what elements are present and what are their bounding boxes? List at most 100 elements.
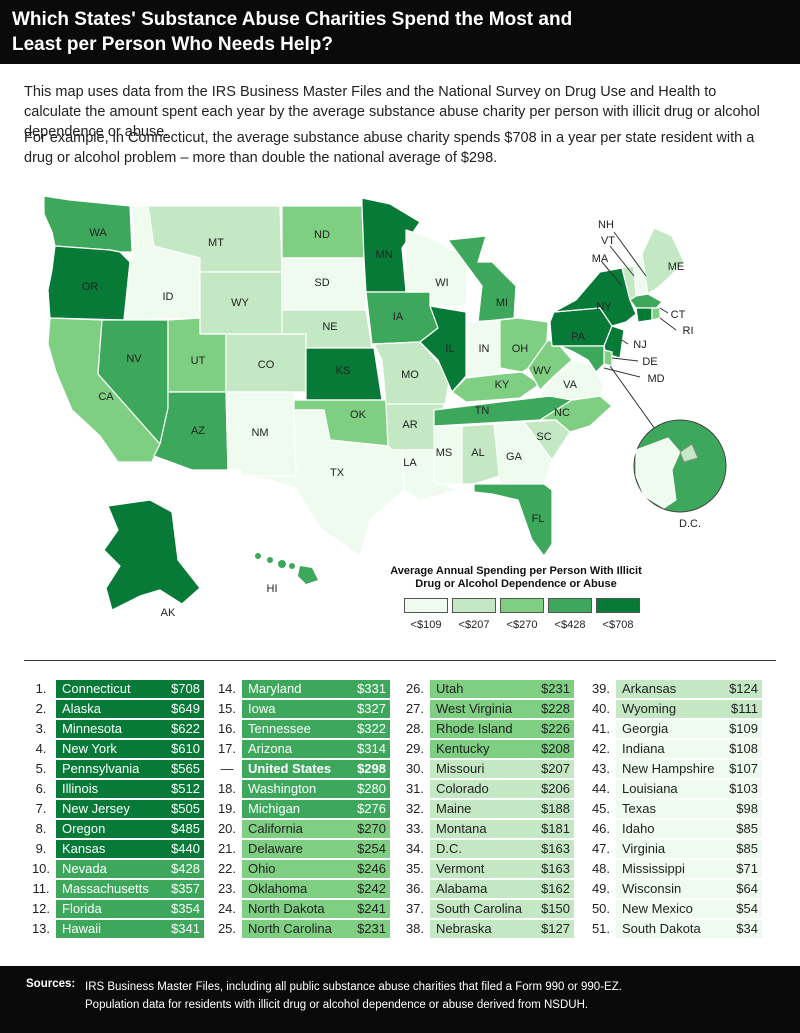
rank-bar: Colorado $206 bbox=[430, 780, 574, 798]
map-label-ct: CT bbox=[671, 309, 686, 321]
state-AL[interactable] bbox=[461, 423, 501, 485]
state-name: Michigan bbox=[248, 801, 301, 816]
rank-bar: California $270 bbox=[242, 820, 390, 838]
state-CT[interactable] bbox=[635, 307, 653, 323]
spending-value: $108 bbox=[729, 741, 758, 756]
spending-value: $181 bbox=[541, 821, 570, 836]
ranking-row: 3. Minnesota $622 bbox=[24, 719, 204, 739]
state-name: California bbox=[248, 821, 303, 836]
state-WI[interactable] bbox=[405, 229, 469, 307]
ranking-row: 25. North Carolina $231 bbox=[210, 919, 390, 939]
legend-swatch bbox=[500, 598, 544, 613]
rank-bar: Wyoming $111 bbox=[616, 700, 762, 718]
map-label-va: VA bbox=[563, 379, 578, 391]
spending-value: $231 bbox=[357, 921, 386, 936]
rank-number: 30. bbox=[405, 761, 425, 776]
state-MD[interactable] bbox=[551, 345, 605, 373]
state-name: Texas bbox=[622, 801, 656, 816]
state-GA[interactable] bbox=[493, 421, 553, 485]
state-FL[interactable] bbox=[473, 483, 553, 557]
rank-bar: D.C. $163 bbox=[430, 840, 574, 858]
state-name: Indiana bbox=[622, 741, 665, 756]
state-name: South Dakota bbox=[622, 921, 701, 936]
map-label-vt: VT bbox=[601, 235, 615, 247]
map-label-sc: SC bbox=[536, 431, 551, 443]
rank-number: 38. bbox=[405, 921, 425, 936]
state-MI[interactable] bbox=[447, 235, 517, 323]
rank-number: 3. bbox=[35, 721, 47, 736]
state-name: Maine bbox=[436, 801, 472, 816]
state-WV[interactable] bbox=[527, 339, 573, 391]
rank-bar: Oregon $485 bbox=[56, 820, 204, 838]
state-TX[interactable] bbox=[241, 409, 405, 557]
map-label-ar: AR bbox=[402, 419, 417, 431]
state-IL[interactable] bbox=[419, 305, 467, 393]
rank-number: 2. bbox=[35, 701, 47, 716]
state-name: Montana bbox=[436, 821, 487, 836]
rank-bar: United States $298 bbox=[242, 760, 390, 778]
state-MS[interactable] bbox=[433, 425, 463, 485]
legend-label: <$109 bbox=[410, 619, 442, 631]
ranking-row: 5. Pennsylvania $565 bbox=[24, 759, 204, 779]
ranking-row: 36. Alabama $162 bbox=[398, 879, 574, 899]
rank-number: 22. bbox=[217, 861, 237, 876]
rank-bar: Kentucky $208 bbox=[430, 740, 574, 758]
state-HI[interactable] bbox=[255, 553, 318, 584]
rank-bar: Alaska $649 bbox=[56, 700, 204, 718]
spending-value: $649 bbox=[171, 701, 200, 716]
state-DC[interactable] bbox=[679, 443, 699, 463]
state-name: Iowa bbox=[248, 701, 276, 716]
state-WA[interactable] bbox=[43, 195, 133, 253]
rank-number: 50. bbox=[591, 901, 611, 916]
state-DE[interactable] bbox=[603, 349, 613, 367]
state-RI[interactable] bbox=[651, 307, 661, 321]
rank-number: 20. bbox=[217, 821, 237, 836]
ranking-row: 14. Maryland $331 bbox=[210, 679, 390, 699]
rank-number: 45. bbox=[591, 801, 611, 816]
rank-bar: Georgia $109 bbox=[616, 720, 762, 738]
ranking-row: 26. Utah $231 bbox=[398, 679, 574, 699]
state-NJ[interactable] bbox=[603, 325, 625, 359]
spending-value: $622 bbox=[171, 721, 200, 736]
spending-value: $85 bbox=[736, 821, 758, 836]
rank-number: 14. bbox=[217, 681, 237, 696]
map-label-tx: TX bbox=[330, 467, 345, 479]
example-paragraph: For example, in Connecticut, the average… bbox=[24, 130, 755, 166]
rank-number: 21. bbox=[217, 841, 237, 856]
state-KY[interactable] bbox=[451, 371, 541, 403]
state-name: South Carolina bbox=[436, 901, 522, 916]
rank-bar: South Dakota $34 bbox=[616, 920, 762, 938]
rank-bar: Vermont $163 bbox=[430, 860, 574, 878]
rank-number: 36. bbox=[405, 881, 425, 896]
state-AK[interactable] bbox=[103, 499, 201, 611]
map-label-wi: WI bbox=[435, 277, 448, 289]
rank-bar: Pennsylvania $565 bbox=[56, 760, 204, 778]
rank-bar: North Carolina $231 bbox=[242, 920, 390, 938]
rank-bar: Kansas $440 bbox=[56, 840, 204, 858]
rank-bar: Wisconsin $64 bbox=[616, 880, 762, 898]
map-label-dc.: D.C. bbox=[679, 518, 701, 530]
spending-value: $71 bbox=[736, 861, 758, 876]
intro-paragraph: This map uses data from the IRS Business… bbox=[24, 84, 760, 140]
rank-number: 16. bbox=[217, 721, 237, 736]
ranking-row: 17. Arizona $314 bbox=[210, 739, 390, 759]
state-name: D.C. bbox=[436, 841, 462, 856]
map-label-ok: OK bbox=[350, 409, 367, 421]
rank-number: 47. bbox=[591, 841, 611, 856]
ranking-row: 27. West Virginia $228 bbox=[398, 699, 574, 719]
spending-value: $163 bbox=[541, 841, 570, 856]
rank-number: — bbox=[220, 761, 234, 776]
rank-bar: Florida $354 bbox=[56, 900, 204, 918]
state-MA[interactable] bbox=[629, 293, 663, 309]
map-label-in: IN bbox=[479, 343, 490, 355]
state-NY[interactable] bbox=[553, 267, 637, 327]
map-label-nc: NC bbox=[554, 407, 570, 419]
ranking-row: 1. Connecticut $708 bbox=[24, 679, 204, 699]
ranking-row: 2. Alaska $649 bbox=[24, 699, 204, 719]
rank-bar: Mississippi $71 bbox=[616, 860, 762, 878]
map-label-wa: WA bbox=[89, 227, 107, 239]
rank-number: 15. bbox=[217, 701, 237, 716]
rank-bar: Nevada $428 bbox=[56, 860, 204, 878]
map-label-nh: NH bbox=[598, 219, 614, 231]
rank-number: 24. bbox=[217, 901, 237, 916]
